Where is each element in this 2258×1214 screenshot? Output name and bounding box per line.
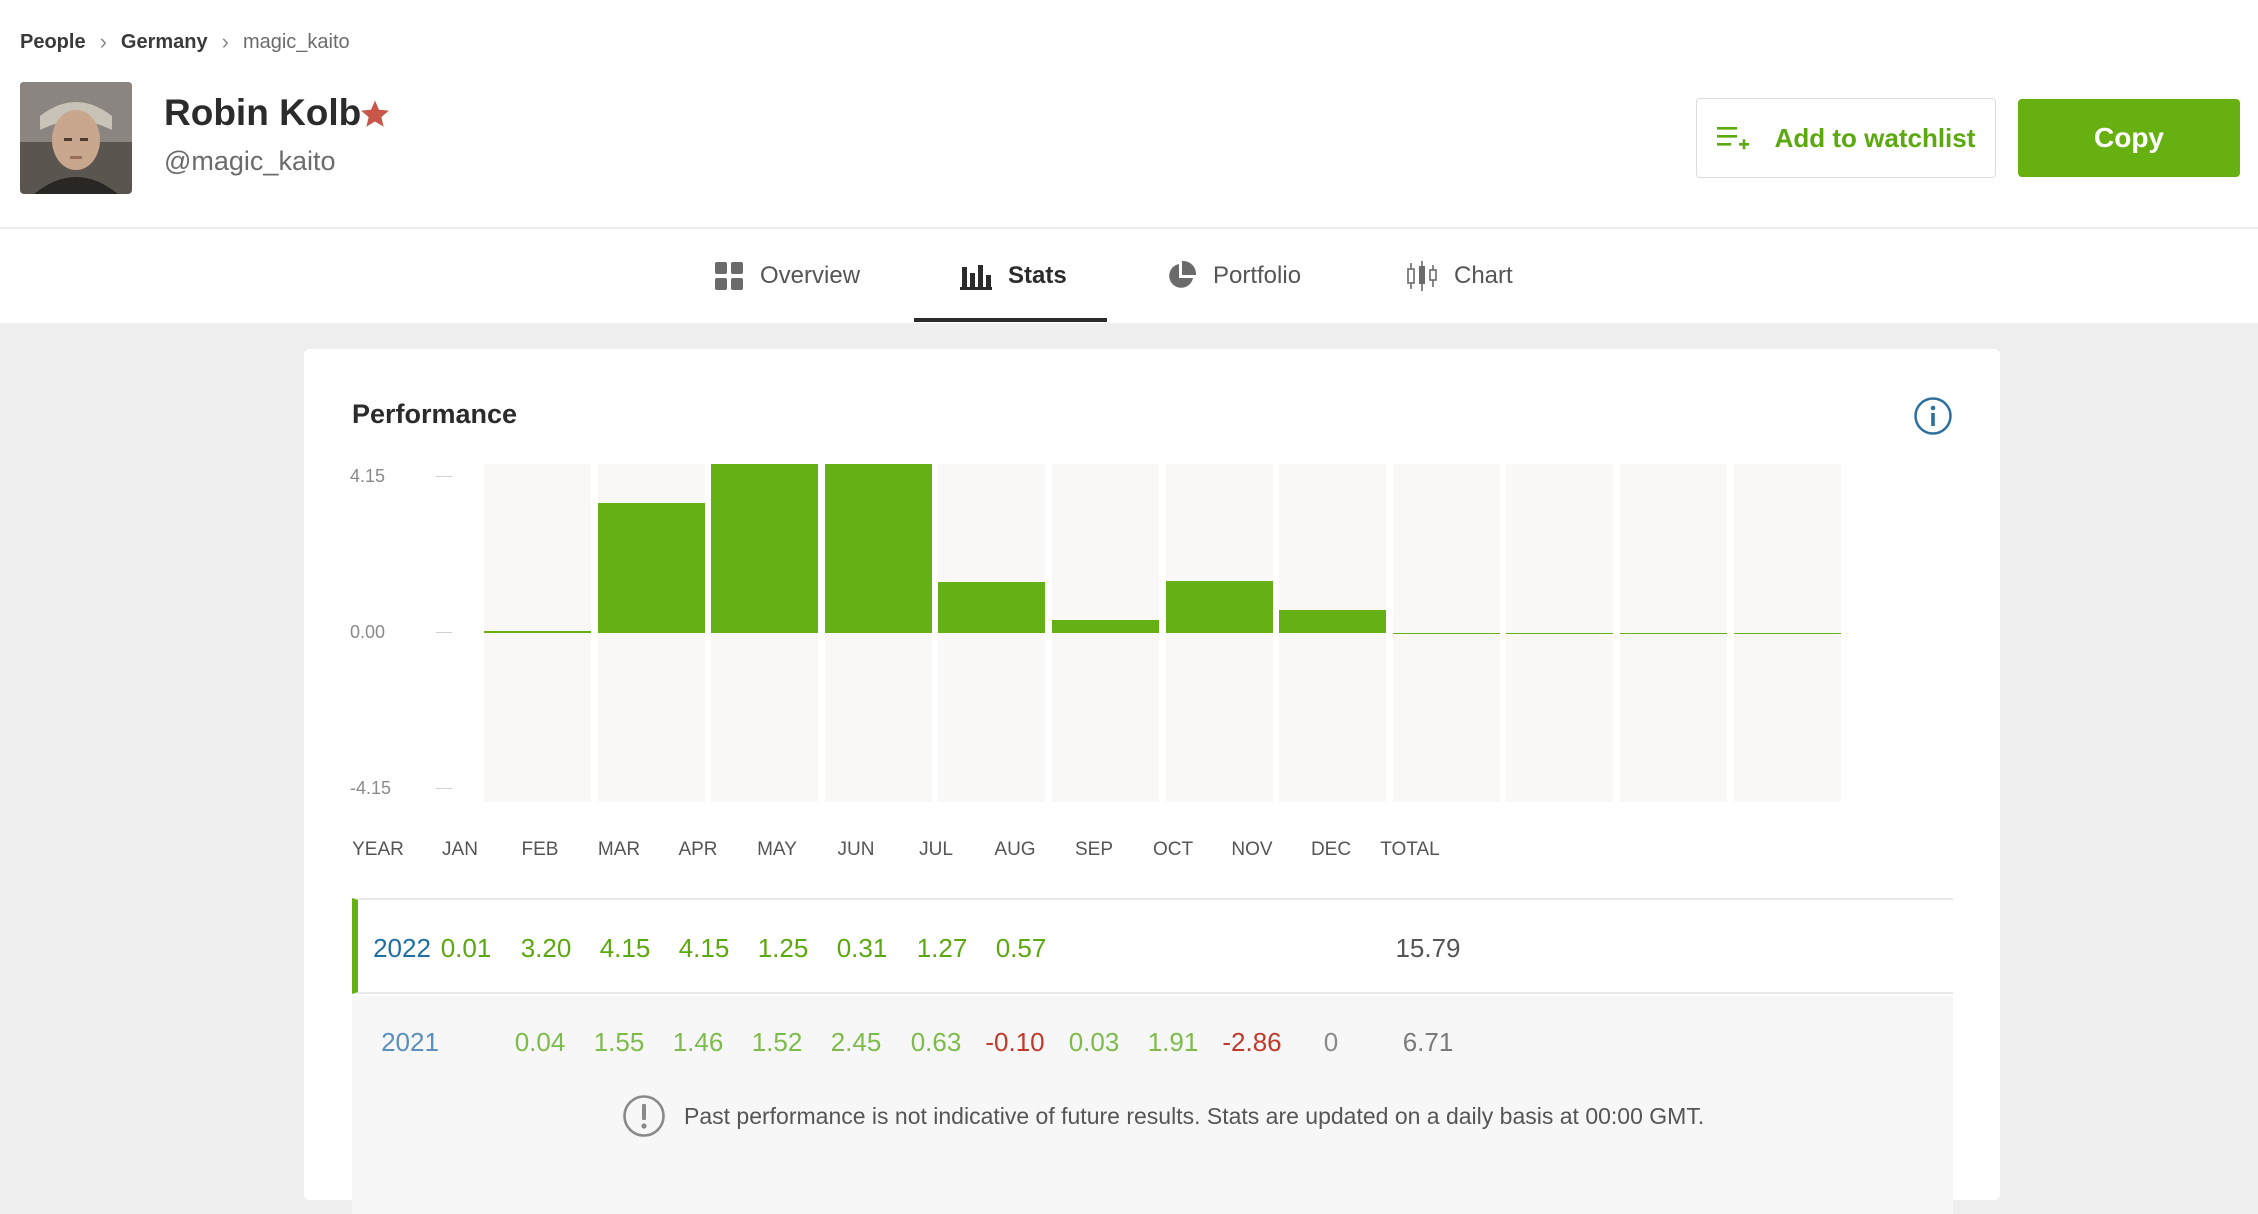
bar-dec — [1733, 633, 1841, 634]
y-tick-label-top: 4.15 — [350, 466, 386, 486]
month-value-cell: 0.57 — [995, 933, 1047, 963]
year-cell[interactable]: 2022 — [373, 933, 431, 963]
y-tick-mark — [436, 476, 452, 477]
breadcrumb-separator: › — [99, 29, 107, 54]
bar-may[interactable] — [938, 582, 1046, 633]
month-value-cell: 0.04 — [514, 1027, 566, 1057]
tab-stats[interactable]: Stats — [960, 229, 1067, 323]
month-value-cell: 0.03 — [1068, 1027, 1120, 1057]
month-value-cell: 0.63 — [910, 1027, 962, 1057]
bar-mar[interactable] — [711, 464, 819, 633]
candlestick-icon — [1407, 261, 1437, 291]
month-value-cell: 4.15 — [678, 933, 730, 963]
month-value-cell: 1.27 — [916, 933, 968, 963]
table-row-2021: 2021 0.04 1.55 1.46 1.52 2.45 0.63 -0.10 0.03 1.… — [352, 996, 1953, 1214]
bar-background-jan — [484, 464, 591, 802]
column-header-jan: JAN — [442, 839, 478, 860]
y-tick-mark — [436, 632, 452, 633]
bar-feb[interactable] — [597, 502, 705, 633]
bar-sep — [1392, 633, 1500, 634]
month-value-cell: 0 — [1323, 1027, 1339, 1057]
column-header-aug: AUG — [994, 839, 1036, 860]
month-value-cell: 2.45 — [830, 1027, 882, 1057]
disclaimer: Past performance is not indicative of fu… — [622, 1094, 1704, 1138]
tab-portfolio[interactable]: Portfolio — [1165, 229, 1301, 323]
profile-name: Robin Kolb — [164, 92, 362, 133]
column-header-year: YEAR — [352, 839, 404, 860]
pie-chart-icon — [1169, 260, 1197, 288]
bar-background-jul — [1165, 464, 1273, 802]
month-value-cell: 1.46 — [672, 1027, 724, 1057]
month-value-cell: 1.25 — [757, 933, 809, 963]
bar-jun[interactable] — [1052, 620, 1159, 633]
column-header-dec: DEC — [1310, 839, 1352, 860]
column-header-mar: MAR — [597, 839, 641, 860]
profile-header: People › Germany › magic_kaito Robin Kol… — [0, 0, 2258, 228]
month-value-cell: 4.15 — [599, 933, 651, 963]
tab-chart[interactable]: Chart — [1406, 229, 1513, 323]
performance-card: Performance 4.15 0.00 -4.15 YEAR JAN FEB MA… — [304, 349, 2000, 1214]
column-header-nov: NOV — [1231, 839, 1273, 860]
column-header-feb: FEB — [521, 839, 559, 860]
copy-button[interactable]: Copy — [2018, 99, 2240, 177]
column-header-jul: JUL — [919, 839, 953, 860]
tab-chart-label: Chart — [1454, 262, 1513, 289]
watchlist-add-icon — [1716, 127, 1749, 150]
column-header-may: MAY — [757, 839, 797, 860]
warning-icon — [623, 1095, 665, 1137]
watchlist-label: Add to watchlist — [1774, 122, 1976, 153]
avatar — [20, 82, 132, 194]
y-tick-label-bottom: -4.15 — [350, 778, 392, 798]
month-value-cell: 1.91 — [1147, 1027, 1199, 1057]
bar-nov — [1620, 633, 1727, 634]
month-value-cell: 3.20 — [520, 933, 572, 963]
total-cell: 15.79 — [1395, 933, 1461, 963]
tab-overview[interactable]: Overview — [714, 229, 860, 323]
month-value-cell: 1.55 — [593, 1027, 645, 1057]
breadcrumb-separator: › — [221, 29, 229, 54]
column-header-jun: JUN — [837, 839, 875, 860]
tab-portfolio-label: Portfolio — [1213, 262, 1302, 289]
column-header-sep: SEP — [1074, 839, 1114, 860]
disclaimer-text: Past performance is not indicative of fu… — [684, 1102, 1705, 1129]
month-value-cell: 0.31 — [836, 933, 888, 963]
column-header-apr: APR — [678, 839, 718, 860]
bar-jul[interactable] — [1165, 581, 1273, 633]
y-tick-label-zero: 0.00 — [350, 622, 386, 642]
tab-stats-label: Stats — [1008, 262, 1067, 289]
month-value-cell: -2.86 — [1222, 1027, 1282, 1057]
bar-background-jun — [1052, 464, 1159, 802]
breadcrumb-current: magic_kaito — [242, 30, 350, 53]
info-icon[interactable] — [1913, 396, 1953, 436]
y-tick-mark — [436, 788, 452, 789]
add-to-watchlist-button[interactable]: Add to watchlist — [1696, 98, 1996, 178]
bar-oct — [1506, 633, 1614, 634]
profile-handle: @magic_kaito — [164, 146, 336, 176]
breadcrumb-germany[interactable]: Germany — [120, 30, 208, 53]
column-header-total: TOTAL — [1380, 839, 1440, 860]
bar-background-aug — [1279, 464, 1387, 802]
bar-aug[interactable] — [1279, 609, 1387, 633]
column-header-oct: OCT — [1152, 839, 1194, 860]
active-tab-indicator — [914, 318, 1107, 322]
breadcrumb: People › Germany › magic_kaito — [20, 28, 350, 56]
total-cell: 6.71 — [1402, 1027, 1454, 1057]
grid-icon — [715, 262, 743, 290]
star-icon[interactable] — [358, 97, 392, 131]
tab-bar: Overview Stats Portfolio Chart — [0, 229, 2258, 323]
bar-chart-icon — [960, 265, 992, 290]
bar-background-may — [938, 464, 1046, 802]
year-cell[interactable]: 2021 — [381, 1027, 439, 1057]
tab-overview-label: Overview — [760, 262, 861, 289]
breadcrumb-people[interactable]: People — [20, 30, 86, 53]
bar-apr[interactable] — [824, 464, 932, 633]
month-value-cell: -0.10 — [985, 1027, 1045, 1057]
performance-title: Performance — [352, 399, 518, 429]
month-value-cell: 1.52 — [751, 1027, 803, 1057]
table-row-2022: 2022 0.01 3.20 4.15 4.15 1.25 0.31 1.27 0.57 15… — [352, 898, 1953, 994]
month-value-cell: 0.01 — [440, 933, 492, 963]
bar-jan[interactable] — [484, 631, 591, 633]
